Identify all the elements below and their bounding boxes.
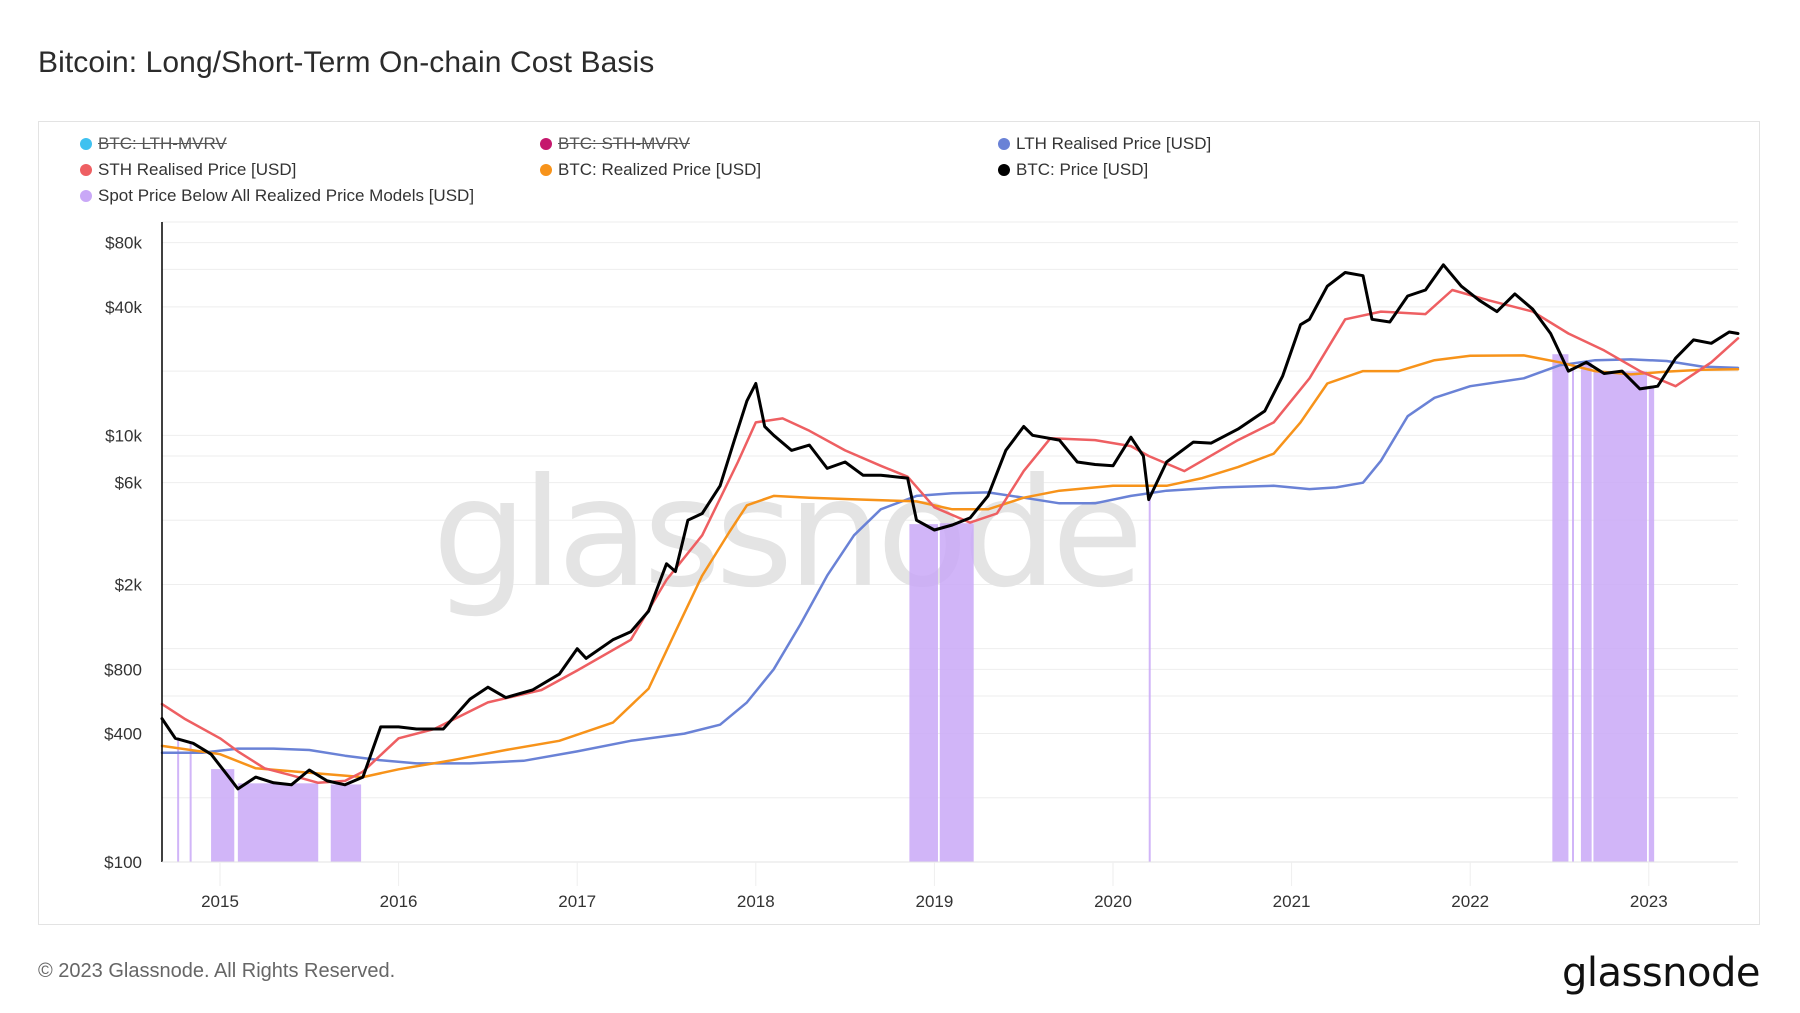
spot-below-realized-region: [1593, 371, 1648, 862]
x-tick-label: 2020: [1094, 892, 1132, 911]
legend-label: BTC: Realized Price [USD]: [558, 160, 762, 179]
y-tick-label: $100: [104, 853, 142, 872]
legend-item[interactable]: BTC: STH-MVRV: [540, 134, 690, 154]
watermark-text: glassnode: [432, 447, 1137, 621]
legend-label: STH Realised Price [USD]: [98, 160, 297, 179]
spot-below-realized-region: [189, 742, 192, 862]
x-tick-label: 2019: [915, 892, 953, 911]
legend-label: BTC: Price [USD]: [1016, 160, 1149, 179]
spot-below-realized-region: [1148, 497, 1151, 862]
legend-item[interactable]: STH Realised Price [USD]: [80, 160, 296, 180]
legend-label: Spot Price Below All Realized Price Mode…: [98, 186, 475, 205]
spot-below-realized-region: [1552, 354, 1569, 862]
y-tick-label: $6k: [115, 474, 143, 493]
y-tick-label: $2k: [115, 575, 143, 594]
spot-below-realized-region: [1648, 387, 1655, 862]
legend-item[interactable]: BTC: Price [USD]: [998, 160, 1148, 180]
legend-dot-icon: [80, 138, 92, 150]
y-tick-label: $80k: [105, 234, 142, 253]
footer-logo: glassnode: [1561, 950, 1761, 996]
legend-item[interactable]: BTC: LTH-MVRV: [80, 134, 227, 154]
footer-copyright: © 2023 Glassnode. All Rights Reserved.: [38, 960, 396, 982]
legend-dot-icon: [998, 164, 1010, 176]
x-tick-label: 2022: [1451, 892, 1489, 911]
spot-below-realized-region: [1572, 368, 1575, 862]
legend-item[interactable]: LTH Realised Price [USD]: [998, 134, 1211, 154]
x-tick-label: 2017: [558, 892, 596, 911]
x-tick-label: 2018: [737, 892, 775, 911]
y-tick-label: $40k: [105, 298, 142, 317]
chart-frame: [38, 121, 1760, 925]
legend-dot-icon: [80, 190, 92, 202]
series-line-price: [160, 263, 1740, 791]
y-axis-ticks: $100 $400 $800 $2k $6k $10k $40k $80k: [104, 234, 142, 872]
y-tick-label: $10k: [105, 426, 142, 445]
shaded-regions: [177, 354, 1655, 862]
axes: [161, 222, 1738, 863]
legend-dot-icon: [80, 164, 92, 176]
spot-below-realized-region: [939, 523, 974, 862]
x-tick-label: 2021: [1273, 892, 1311, 911]
y-tick-label: $800: [104, 660, 142, 679]
series-line-realized: [160, 354, 1740, 779]
spot-below-realized-region: [177, 739, 180, 862]
spot-below-realized-region: [909, 524, 938, 862]
x-axis-ticks: 2015 2016 2017 2018 2019 2020 2021 2022 2023: [201, 862, 1668, 911]
spot-below-realized-region: [211, 769, 235, 862]
legend-dot-icon: [540, 138, 552, 150]
legend-label: BTC: LTH-MVRV: [98, 134, 227, 153]
x-tick-label: 2023: [1630, 892, 1668, 911]
y-tick-label: $400: [104, 725, 142, 744]
spot-below-realized-region: [330, 784, 362, 862]
legend-item[interactable]: Spot Price Below All Realized Price Mode…: [80, 186, 474, 206]
series-line-sth-realised: [160, 288, 1740, 785]
x-tick-label: 2015: [201, 892, 239, 911]
spot-below-realized-region: [237, 783, 319, 862]
x-tick-label: 2016: [380, 892, 418, 911]
legend-label: LTH Realised Price [USD]: [1016, 134, 1212, 153]
chart-title: Bitcoin: Long/Short-Term On-chain Cost B…: [38, 46, 655, 79]
legend-dot-icon: [998, 138, 1010, 150]
series-lines: [160, 263, 1740, 791]
legend-item[interactable]: BTC: Realized Price [USD]: [540, 160, 761, 180]
legend-dot-icon: [540, 164, 552, 176]
spot-below-realized-region: [1580, 362, 1592, 862]
series-line-lth-realised: [160, 358, 1740, 765]
legend-label: BTC: STH-MVRV: [558, 134, 690, 153]
